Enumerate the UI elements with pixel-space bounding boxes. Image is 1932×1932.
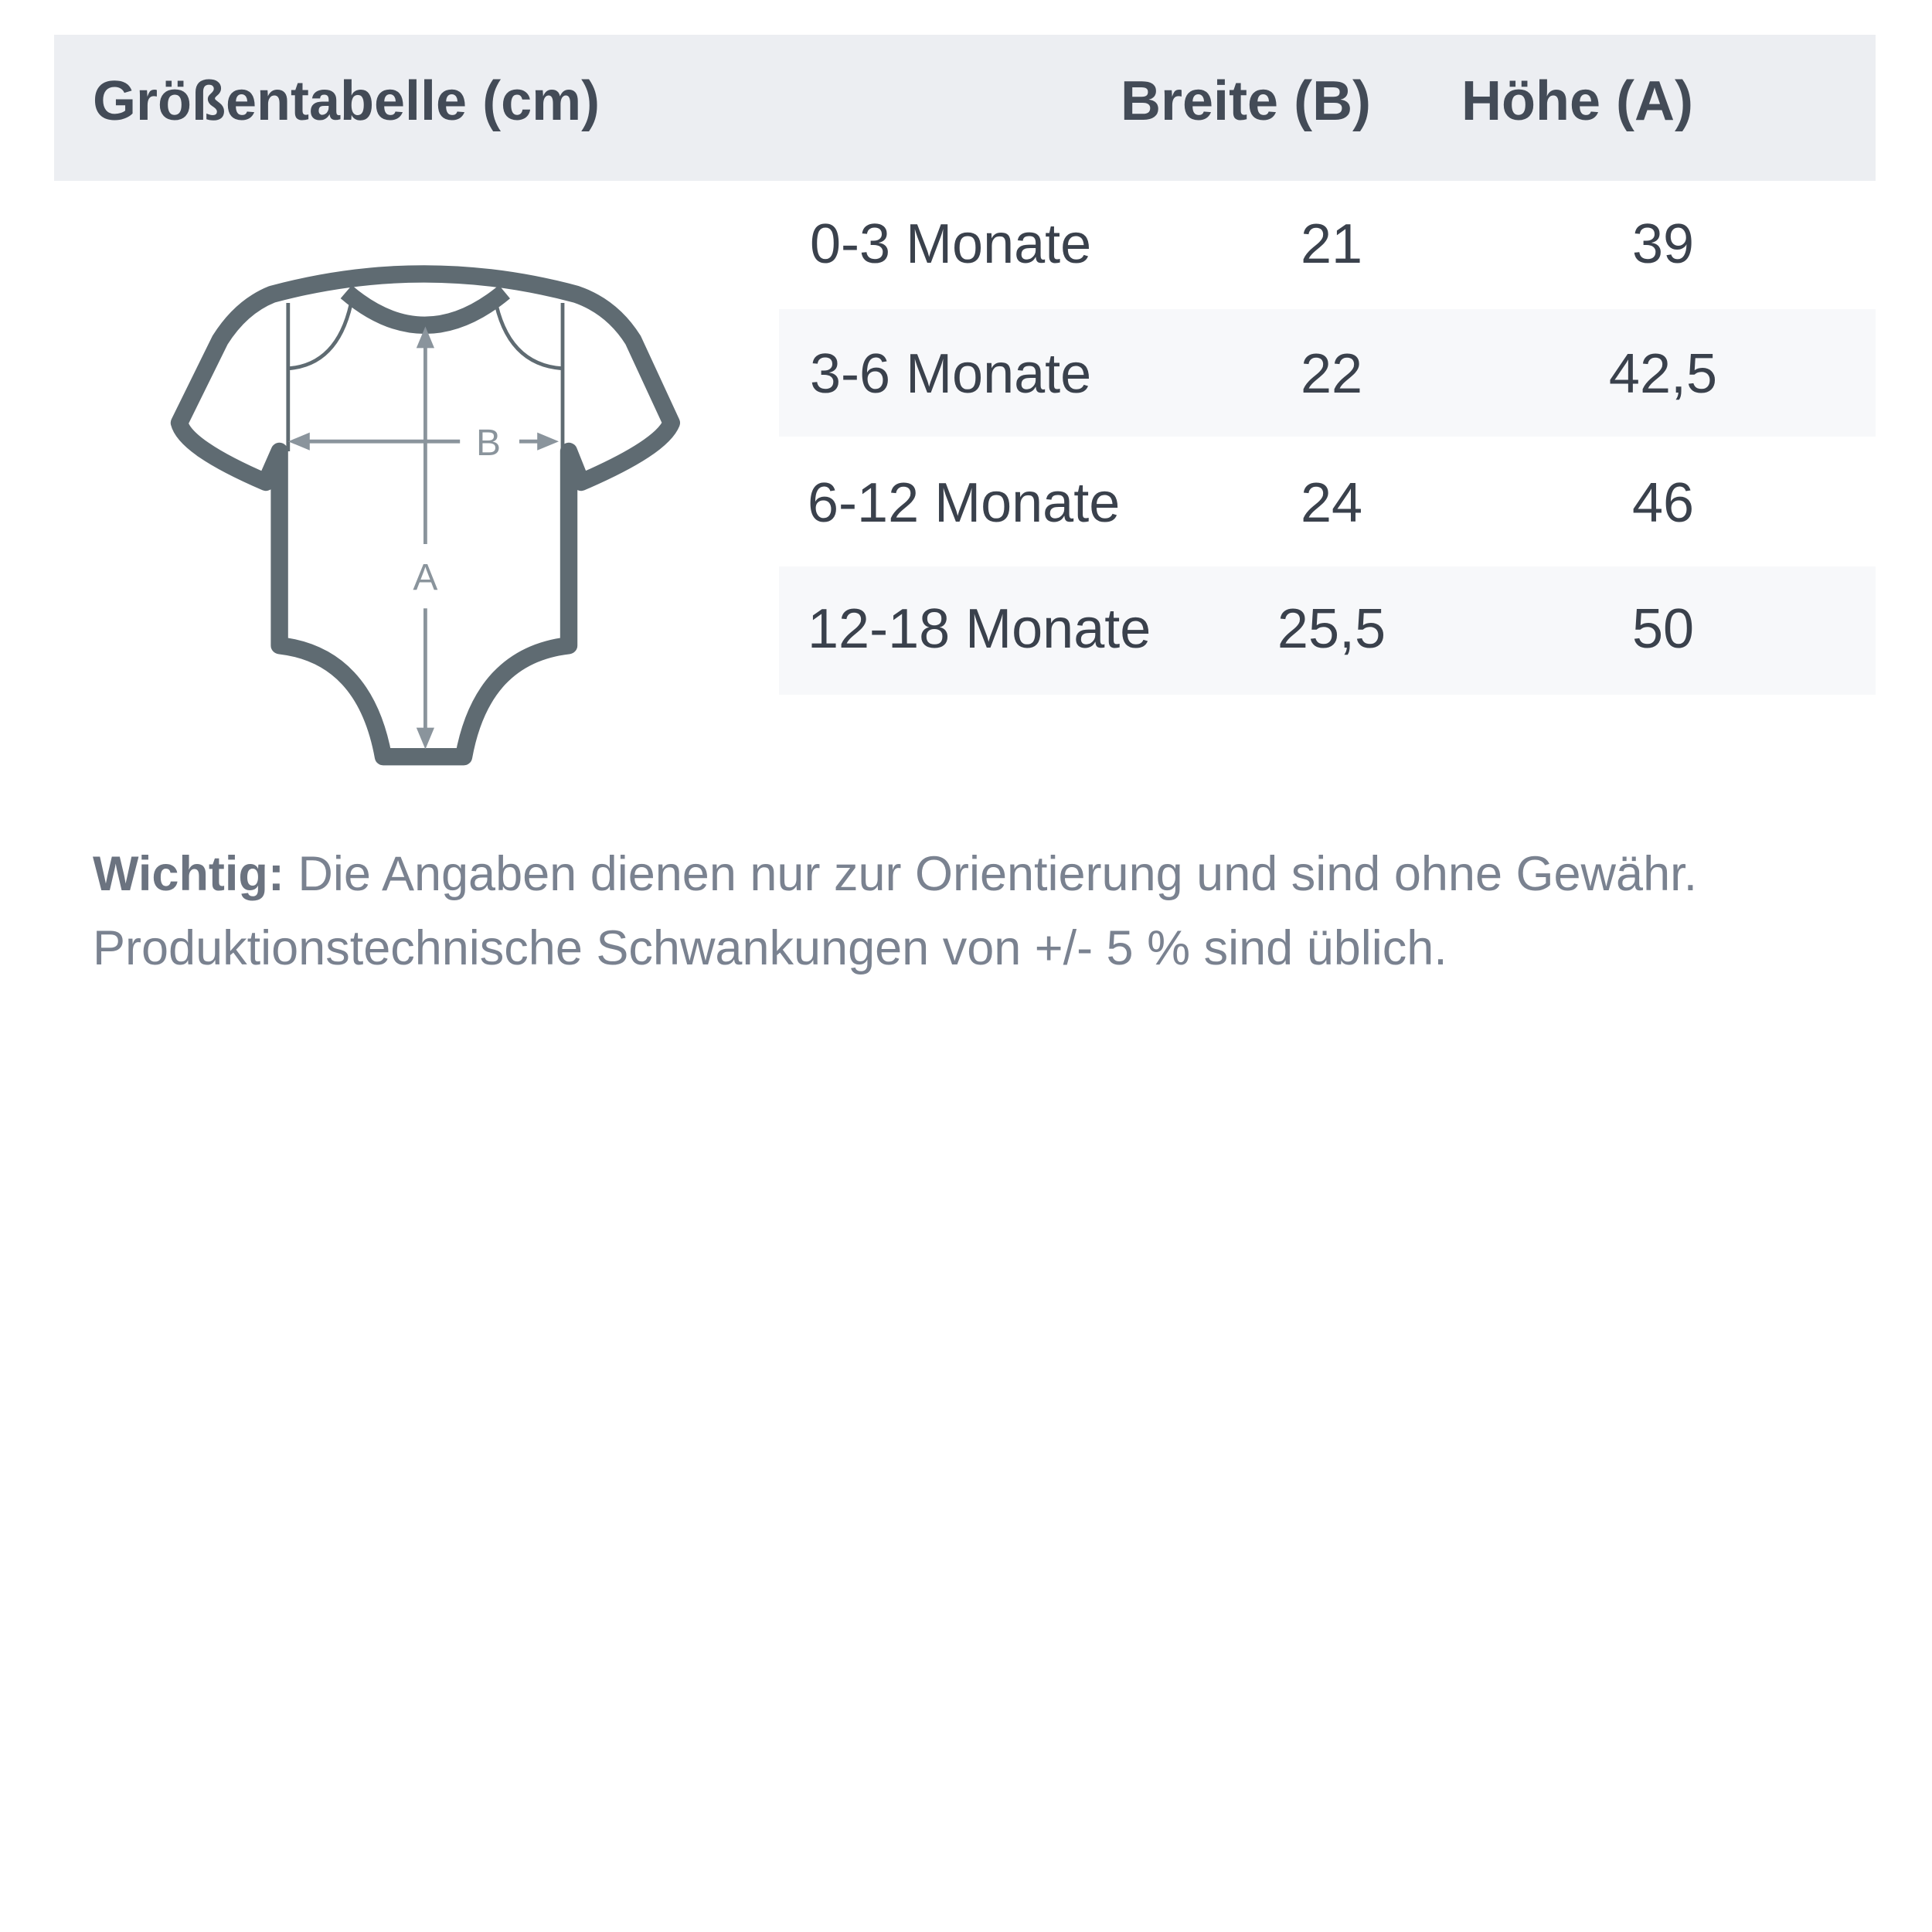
seam-lines [286,296,565,451]
note-text: Die Angaben dienen nur zur Orientierung … [284,847,1698,901]
width-cell: 25,5 [1277,598,1386,660]
height-cell: 50 [1631,598,1695,660]
neckline [340,284,510,334]
column-header-height: Höhe (A) [1461,70,1693,132]
bodysuit-outline [170,265,681,766]
column-header-width: Breite (B) [1121,70,1372,132]
height-cell: 42,5 [1608,343,1718,405]
size-cell: 6-12 Monate [808,472,1121,534]
label-a: A [413,557,437,598]
width-cell: 24 [1300,472,1363,534]
size-cell: 12-18 Monate [808,598,1151,660]
width-cell: 22 [1300,343,1363,405]
label-b: B [476,423,501,464]
note-line-2: Produktionstechnische Schwankungen von +… [93,921,1447,975]
table-header [54,35,1876,181]
table-title: Größentabelle (cm) [93,70,600,132]
measure-arrows [287,326,560,750]
note-bold: Wichtig: [93,847,284,901]
size-cell: 3-6 Monate [810,343,1092,405]
row-stripe [779,309,1876,437]
note-line-1: Wichtig: Die Angaben dienen nur zur Orie… [93,850,1697,899]
size-cell: 0-3 Monate [810,213,1092,275]
width-cell: 21 [1300,213,1363,275]
row-stripe [779,566,1876,695]
height-cell: 39 [1631,213,1695,275]
height-cell: 46 [1631,472,1695,534]
